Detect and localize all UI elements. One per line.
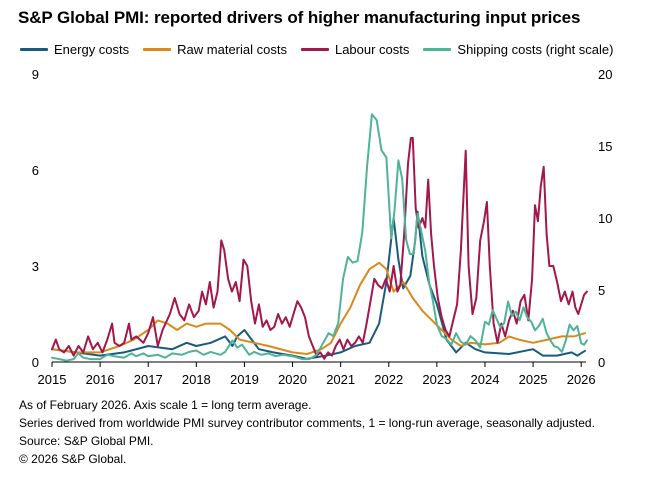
chart-legend: Energy costs Raw material costs Labour c…: [20, 42, 613, 57]
legend-label-energy: Energy costs: [54, 42, 130, 57]
legend-label-labour: Labour costs: [334, 42, 410, 57]
x-tick-label: 2019: [230, 372, 259, 387]
x-tick-label: 2021: [326, 372, 355, 387]
series-line-raw-material: [51, 261, 586, 355]
y-right-tick-label: 20: [598, 67, 612, 82]
legend-item-raw-material: Raw material costs: [143, 42, 287, 57]
series-line-energy: [51, 210, 586, 360]
x-tick-label: 2023: [422, 372, 451, 387]
y-right-tick-label: 10: [598, 211, 612, 226]
series-line-labour: [51, 137, 588, 360]
chart-notes: As of February 2026. Axis scale 1 = long…: [19, 396, 595, 468]
y-right-tick-label: 5: [598, 283, 605, 298]
legend-swatch-energy: [20, 48, 48, 51]
x-tick-label: 2017: [134, 372, 163, 387]
y-right-tick-label: 0: [598, 355, 605, 370]
chart-axes: 2015 2016 2017 2018 2019 2020 2021 2022 2023 2024…: [32, 67, 613, 387]
series-line-shipping: [51, 113, 588, 362]
line-chart: 2015 2016 2017 2018 2019 2020 2021 2022 2023 2024…: [32, 67, 613, 387]
note-source: Source: S&P Global PMI.: [19, 434, 154, 448]
x-tick-label: 2020: [278, 372, 307, 387]
x-tick-label: 2015: [38, 372, 67, 387]
legend-swatch-raw-material: [143, 48, 172, 51]
x-tick-label: 2024: [471, 372, 500, 387]
y-right-tick-label: 15: [598, 139, 612, 154]
legend-item-labour: Labour costs: [300, 42, 410, 57]
legend-swatch-shipping: [423, 48, 452, 51]
x-tick-label: 2016: [86, 372, 115, 387]
note-series-derivation: Series derived from worldwide PMI survey…: [19, 416, 595, 430]
note-copyright: © 2026 S&P Global.: [19, 452, 127, 466]
legend-swatch-labour: [300, 48, 329, 51]
legend-label-shipping: Shipping costs (right scale): [457, 42, 614, 57]
x-tick-label: 2026: [567, 372, 596, 387]
chart-series: [51, 113, 588, 362]
legend-label-raw-material: Raw material costs: [177, 42, 287, 57]
x-tick-label: 2018: [182, 372, 211, 387]
y-left-tick-label: 3: [32, 259, 39, 274]
y-left-tick-label: 9: [32, 67, 39, 82]
y-left-tick-label: 6: [32, 163, 39, 178]
legend-item-shipping: Shipping costs (right scale): [423, 42, 613, 57]
x-tick-label: 2025: [519, 372, 548, 387]
x-tick-label: 2022: [374, 372, 403, 387]
legend-item-energy: Energy costs: [20, 42, 129, 57]
chart-title: S&P Global PMI: reported drivers of high…: [18, 8, 581, 27]
y-left-tick-label: 0: [32, 355, 39, 370]
note-axis-scale: As of February 2026. Axis scale 1 = long…: [19, 398, 312, 412]
